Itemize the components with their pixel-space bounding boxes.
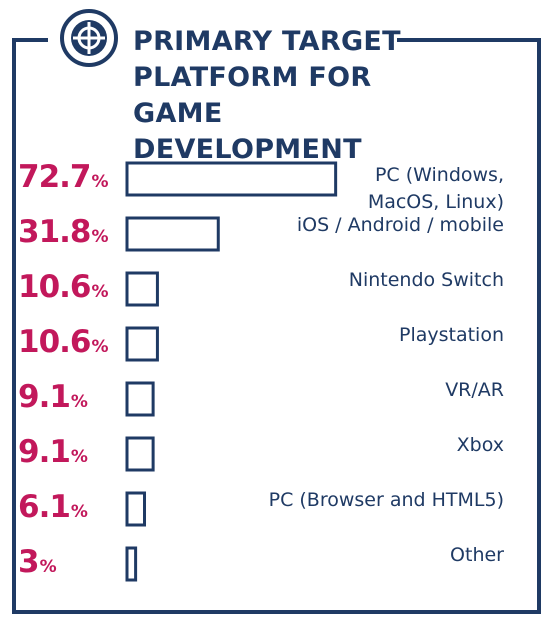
data-label-unit: %	[70, 502, 88, 522]
category-label: Other	[264, 542, 504, 569]
data-label: 31.8%	[18, 214, 124, 250]
chart-title: PRIMARY TARGET PLATFORM FOR GAME DEVELOP…	[133, 24, 463, 168]
category-label-line: Xbox	[456, 433, 504, 456]
data-label-number: 9.1	[18, 434, 71, 470]
data-label: 6.1%	[18, 489, 124, 525]
frame-border	[12, 38, 541, 614]
bar	[125, 326, 159, 362]
data-label: 72.7%	[18, 159, 124, 195]
category-label-line: PC (Browser and HTML5)	[268, 488, 504, 511]
data-label-unit: %	[91, 282, 109, 302]
data-label-unit: %	[39, 557, 57, 577]
data-label: 10.6%	[18, 324, 124, 360]
category-label: Playstation	[264, 322, 504, 349]
data-label-unit: %	[91, 227, 109, 247]
bar	[125, 161, 338, 197]
category-label-line: MacOS, Linux)	[367, 191, 504, 213]
category-label-line: Playstation	[398, 323, 504, 346]
data-label-unit: %	[91, 172, 109, 192]
data-label-number: 31.8	[18, 214, 91, 250]
bar	[125, 216, 220, 252]
category-label: PC (Browser and HTML5)	[264, 487, 504, 514]
chart-title-line: DEVELOPMENT	[133, 134, 362, 165]
bar	[125, 491, 147, 527]
bar	[125, 436, 155, 472]
bar	[125, 381, 155, 417]
data-label-number: 10.6	[18, 324, 91, 360]
data-label-unit: %	[70, 392, 88, 412]
data-label: 9.1%	[18, 434, 124, 470]
category-label: VR/AR	[264, 377, 504, 404]
category-label: Xbox	[264, 432, 504, 459]
category-label-line: VR/AR	[445, 378, 504, 401]
category-label-line: Other	[450, 543, 504, 566]
category-label: Nintendo Switch	[264, 267, 504, 294]
target-crosshair-icon	[60, 9, 118, 67]
data-label-number: 9.1	[18, 379, 71, 415]
chart-title-line: PLATFORM FOR GAME	[133, 62, 372, 129]
data-label: 3%	[18, 544, 124, 580]
data-label-number: 6.1	[18, 489, 71, 525]
chart-title-line: PRIMARY TARGET	[133, 26, 401, 57]
data-label-number: 10.6	[18, 269, 91, 305]
data-label-number: 3	[18, 544, 40, 580]
category-label-line: PC (Windows,	[374, 164, 504, 186]
category-label-line: iOS / Android / mobile	[296, 213, 504, 236]
bar	[125, 271, 159, 307]
data-label-unit: %	[70, 447, 88, 467]
bars-layer	[125, 161, 338, 582]
bar	[125, 546, 138, 582]
category-label-line: Nintendo Switch	[348, 268, 504, 291]
category-label: iOS / Android / mobile	[264, 212, 504, 239]
category-label: PC (Windows, MacOS, Linux)	[264, 162, 504, 216]
data-label: 10.6%	[18, 269, 124, 305]
data-label-number: 72.7	[18, 159, 91, 195]
data-label: 9.1%	[18, 379, 124, 415]
data-label-unit: %	[91, 337, 109, 357]
